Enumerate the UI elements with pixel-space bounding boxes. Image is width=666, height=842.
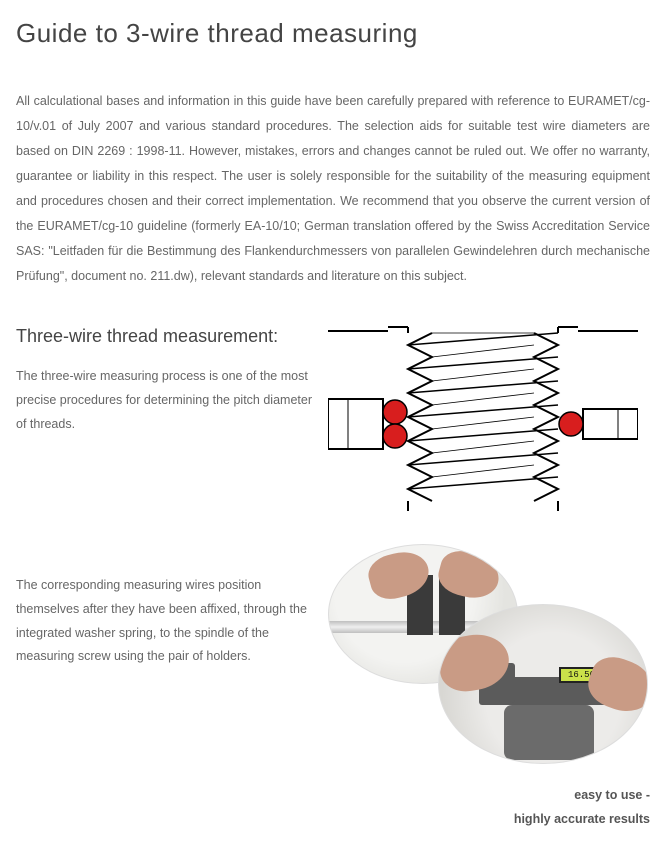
- section2-text: The corresponding measuring wires positi…: [16, 574, 312, 669]
- photo-collage: 16.50: [328, 544, 650, 774]
- thread-diagram: [328, 319, 650, 534]
- tagline-line1: easy to use -: [16, 784, 650, 808]
- page-title: Guide to 3-wire thread measuring: [16, 18, 650, 49]
- section1-text: The three-wire measuring process is one …: [16, 365, 312, 436]
- section-wires-position: The corresponding measuring wires positi…: [16, 544, 650, 774]
- tagline: easy to use - highly accurate results: [16, 784, 650, 832]
- intro-paragraph: All calculational bases and information …: [16, 89, 650, 289]
- section1-heading: Three-wire thread measurement:: [16, 319, 312, 353]
- section-three-wire: Three-wire thread measurement: The three…: [16, 319, 650, 534]
- tagline-line2: highly accurate results: [16, 808, 650, 832]
- photo-micrometer: 16.50: [438, 604, 648, 764]
